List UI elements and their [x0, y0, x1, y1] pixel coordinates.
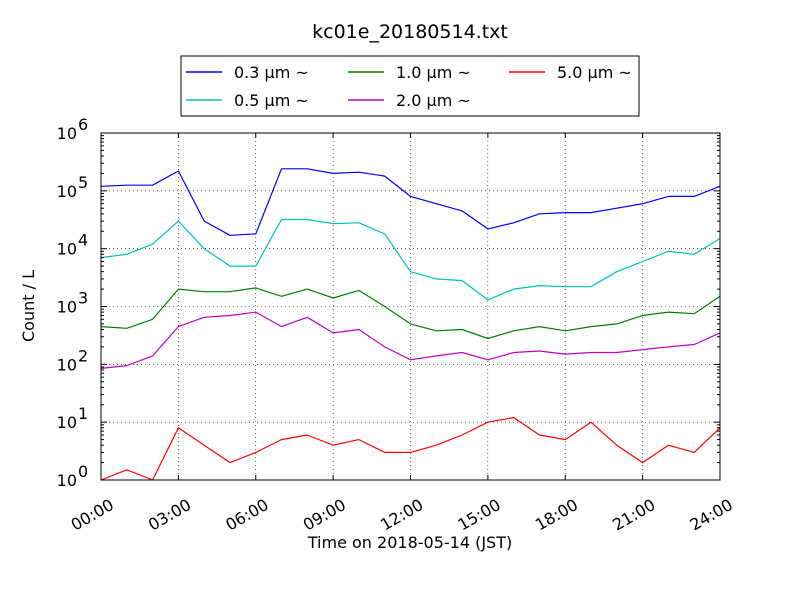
y-tick-label: 10	[57, 240, 77, 259]
series-line-0-5	[100, 218, 721, 301]
series-line-0-3	[100, 168, 721, 236]
x-tick-label: 24:00	[687, 495, 736, 535]
y-tick-label: 10	[57, 413, 77, 432]
axis-ticks: 00:00 03:00 06:00 09:00 12:00 15:00 18:00 21:00…	[57, 115, 736, 535]
y-tick-label: 10	[57, 298, 77, 317]
series-layer	[100, 168, 721, 481]
y-tick-label: 10	[57, 471, 77, 490]
x-tick-label: 15:00	[454, 495, 503, 535]
y-tick-exponent: 6	[78, 115, 88, 134]
legend-label-1-0: 1.0 μm ~	[396, 63, 471, 82]
legend-label-0-5: 0.5 μm ~	[234, 91, 309, 110]
x-tick-label: 06:00	[222, 495, 271, 535]
x-tick-label: 18:00	[532, 495, 581, 535]
y-tick-exponent: 5	[78, 173, 88, 192]
legend-label-0-3: 0.3 μm ~	[234, 63, 309, 82]
series-line-2-0	[100, 311, 721, 369]
y-tick-exponent: 1	[78, 404, 88, 423]
y-tick-label: 10	[57, 355, 77, 374]
chart-title: kc01e_20180514.txt	[312, 21, 508, 43]
y-tick-label: 10	[57, 124, 77, 143]
legend-label-5-0: 5.0 μm ~	[557, 63, 632, 82]
legend-box	[180, 55, 640, 117]
y-tick-exponent: 2	[78, 346, 88, 365]
grid	[101, 133, 720, 480]
x-tick-label: 21:00	[609, 495, 658, 535]
y-tick-exponent: 4	[78, 231, 88, 250]
x-tick-label: 00:00	[68, 495, 117, 535]
y-axis-label: Count / L	[19, 270, 38, 342]
x-tick-label: 12:00	[377, 495, 426, 535]
y-tick-exponent: 0	[78, 462, 88, 481]
series-line-5-0	[100, 417, 721, 481]
x-tick-label: 03:00	[145, 495, 194, 535]
x-tick-label: 09:00	[300, 495, 349, 535]
series-line-1-0	[100, 287, 721, 340]
legend-label-2-0: 2.0 μm ~	[396, 91, 471, 110]
y-tick-label: 10	[57, 182, 77, 201]
legend: 0.3 μm ~ 0.5 μm ~ 1.0 μm ~ 2.0 μm ~ 5.0 μm ~	[180, 55, 640, 117]
x-axis-label: Time on 2018-05-14 (JST)	[307, 533, 512, 552]
y-tick-exponent: 3	[78, 289, 88, 308]
